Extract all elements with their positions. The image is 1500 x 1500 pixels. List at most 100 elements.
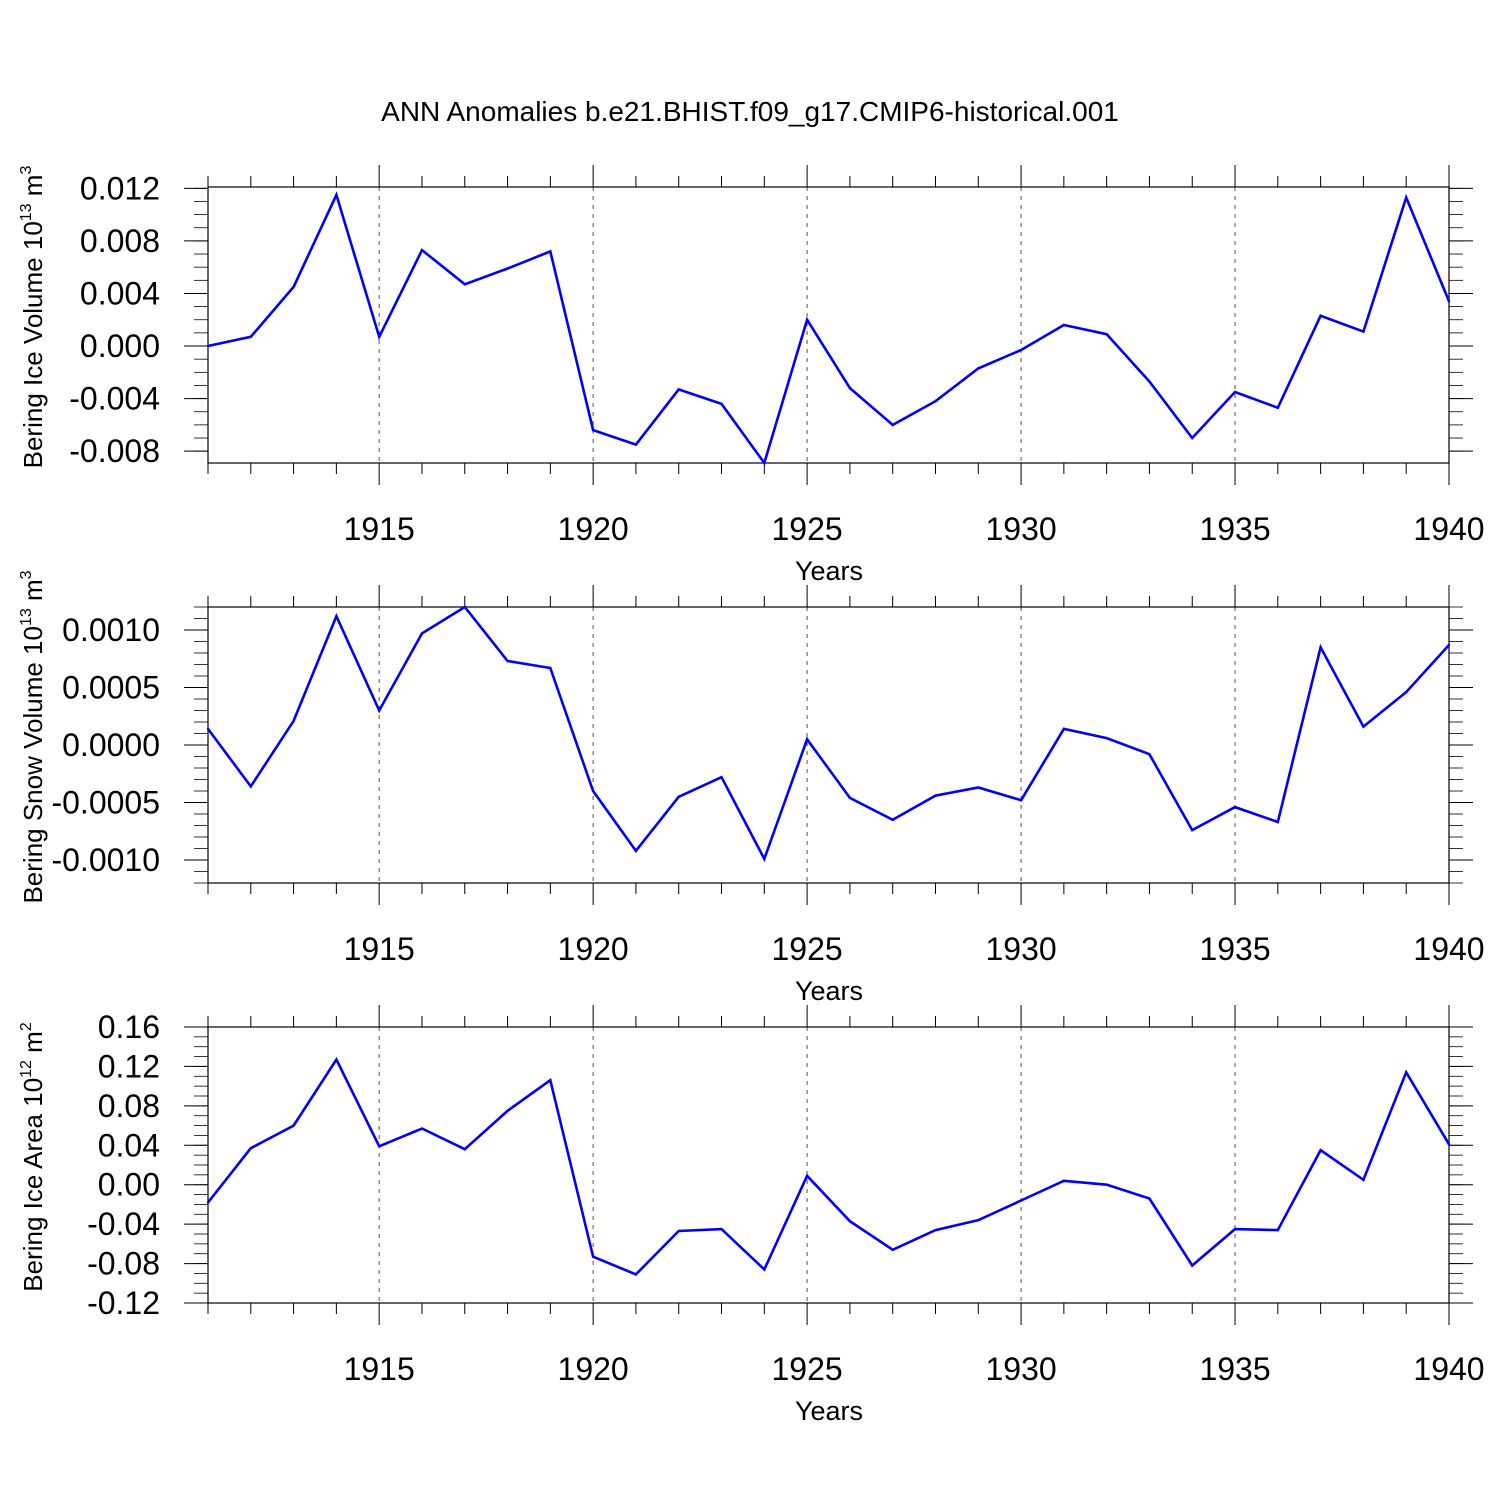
y-axis-label-exponent: 13 (18, 608, 35, 626)
data-point (1019, 1199, 1023, 1202)
data-point (591, 1255, 595, 1258)
y-axis-label-unit-exponent: 3 (18, 570, 35, 579)
data-point (634, 443, 638, 446)
x-axis-label: Years (795, 976, 863, 1006)
plot-frame (207, 186, 1450, 464)
data-point (1447, 1143, 1451, 1146)
data-point (1062, 727, 1066, 731)
series-line (206, 1056, 1451, 1276)
data-point (805, 1174, 809, 1178)
data-point (763, 461, 766, 465)
y-axis-label-unit: m (18, 175, 48, 204)
data-point (420, 248, 424, 252)
data-point (891, 1248, 894, 1251)
x-tick-label: 1915 (344, 511, 415, 547)
data-point (848, 796, 852, 800)
y-axis-label-text: Bering Ice Area 10 (18, 1078, 48, 1292)
figure-title: ANN Anomalies b.e21.BHIST.f09_g17.CMIP6-… (381, 96, 1119, 127)
data-point (1276, 820, 1280, 824)
data-point (677, 388, 680, 391)
data-point (420, 632, 424, 635)
data-point (1105, 333, 1108, 336)
data-point (1191, 436, 1194, 440)
y-axis-label-exponent: 13 (18, 203, 35, 221)
data-point (377, 709, 381, 712)
plot-frame (207, 1026, 1450, 1304)
y-tick-label: -0.0005 (51, 785, 160, 821)
data-point (249, 335, 252, 339)
y-tick-label: -0.12 (87, 1285, 160, 1321)
data-point (1405, 690, 1408, 694)
x-tick-label: 1940 (1413, 511, 1484, 547)
data-point (1319, 314, 1322, 317)
x-tick-label: 1940 (1413, 931, 1484, 967)
y-tick-label: 0.0010 (62, 612, 160, 648)
data-point (1233, 390, 1237, 394)
data-point (1405, 1071, 1408, 1074)
data-point (1362, 1178, 1365, 1181)
x-axis-label: Years (795, 1396, 863, 1426)
data-point (1105, 736, 1108, 740)
data-point (763, 1268, 766, 1271)
data-point (720, 402, 723, 406)
data-point (206, 727, 210, 731)
x-tick-label: 1935 (1199, 1351, 1270, 1387)
data-point (720, 776, 723, 779)
y-axis-label-exponent: 12 (18, 1060, 35, 1078)
data-point (591, 789, 595, 793)
y-tick-label: 0.0005 (62, 670, 160, 706)
x-tick-label: 1920 (558, 1351, 629, 1387)
y-tick-label: 0.04 (98, 1127, 160, 1163)
data-point (463, 1148, 466, 1151)
y-axis-label: Bering Ice Area 1012 m2 (18, 1022, 48, 1292)
x-tick-label: 1930 (985, 1351, 1056, 1387)
x-tick-label: 1915 (344, 1351, 415, 1387)
y-axis-label-text: Bering Ice Volume 10 (18, 221, 48, 468)
y-tick-label: 0.12 (98, 1048, 160, 1084)
y-tick-label: 0.000 (80, 328, 160, 364)
y-tick-label: 0.16 (98, 1009, 160, 1045)
data-point (335, 615, 338, 618)
data-point (1276, 406, 1280, 409)
x-tick-label: 1935 (1199, 511, 1270, 547)
y-axis-label-unit-exponent: 2 (18, 1022, 35, 1031)
data-point (848, 1219, 852, 1223)
data-point (1233, 1227, 1237, 1231)
data-point (377, 1145, 381, 1148)
data-point (977, 367, 980, 370)
x-tick-label: 1915 (344, 931, 415, 967)
data-point (720, 1227, 723, 1231)
x-tick-label: 1925 (772, 931, 843, 967)
x-tick-label: 1930 (985, 511, 1056, 547)
data-point (506, 659, 509, 663)
data-point (677, 795, 680, 798)
x-axis-label: Years (795, 556, 863, 586)
data-point (1319, 646, 1322, 649)
y-tick-label: 0.008 (80, 223, 160, 259)
data-point (1191, 1264, 1194, 1267)
x-tick-label: 1930 (985, 931, 1056, 967)
data-point (1362, 725, 1365, 728)
x-tick-label: 1920 (558, 511, 629, 547)
chart-panel-3: -0.12-0.08 -0.040.00 0.040.08 0.120.16 1915 1… (18, 1005, 1485, 1426)
y-tick-label: -0.008 (69, 433, 160, 469)
data-point (677, 1229, 680, 1233)
data-point (1148, 380, 1151, 383)
y-axis-label: Bering Ice Volume 1013 m3 (18, 166, 48, 469)
series-line (206, 605, 1450, 863)
data-point (335, 1058, 338, 1061)
data-point (292, 1124, 295, 1127)
data-point (335, 193, 338, 197)
data-point (377, 335, 381, 339)
y-axis-label: Bering Snow Volume 1013 m3 (18, 570, 48, 903)
data-point (1148, 1197, 1151, 1200)
data-point (1148, 753, 1151, 756)
data-point (1405, 196, 1408, 199)
data-point (891, 423, 894, 427)
chart-panel-1: -0.008 -0.004 0.000 0.004 0.008 0.012 1915 1920… (18, 165, 1485, 586)
data-point (206, 344, 210, 348)
data-point (1019, 348, 1023, 352)
data-point (805, 318, 809, 321)
y-axis-label-unit: m (18, 579, 48, 608)
